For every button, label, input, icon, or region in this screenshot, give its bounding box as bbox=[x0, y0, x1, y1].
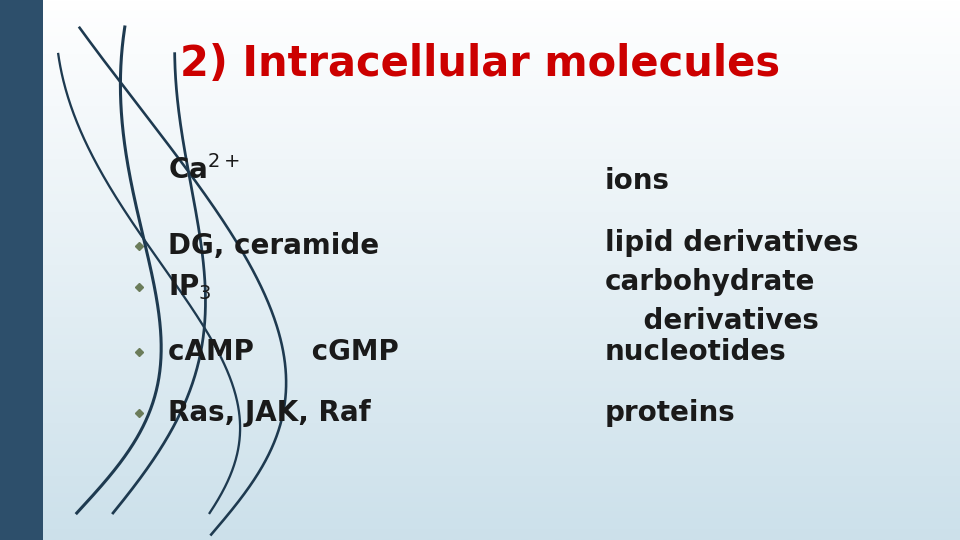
Text: Ca$^{2+}$: Ca$^{2+}$ bbox=[168, 155, 240, 185]
Text: 2) Intracellular molecules: 2) Intracellular molecules bbox=[180, 43, 780, 85]
Text: ions: ions bbox=[605, 167, 670, 195]
Text: cAMP      cGMP: cAMP cGMP bbox=[168, 338, 398, 366]
Text: IP$_3$: IP$_3$ bbox=[168, 272, 212, 302]
Text: lipid derivatives: lipid derivatives bbox=[605, 229, 858, 257]
Text: nucleotides: nucleotides bbox=[605, 338, 786, 366]
Text: Ras, JAK, Raf: Ras, JAK, Raf bbox=[168, 399, 371, 427]
Text: derivatives: derivatives bbox=[605, 307, 819, 335]
Text: proteins: proteins bbox=[605, 399, 735, 427]
Bar bbox=[0, 0, 43, 540]
Text: carbohydrate: carbohydrate bbox=[605, 268, 815, 296]
Text: DG, ceramide: DG, ceramide bbox=[168, 232, 379, 260]
